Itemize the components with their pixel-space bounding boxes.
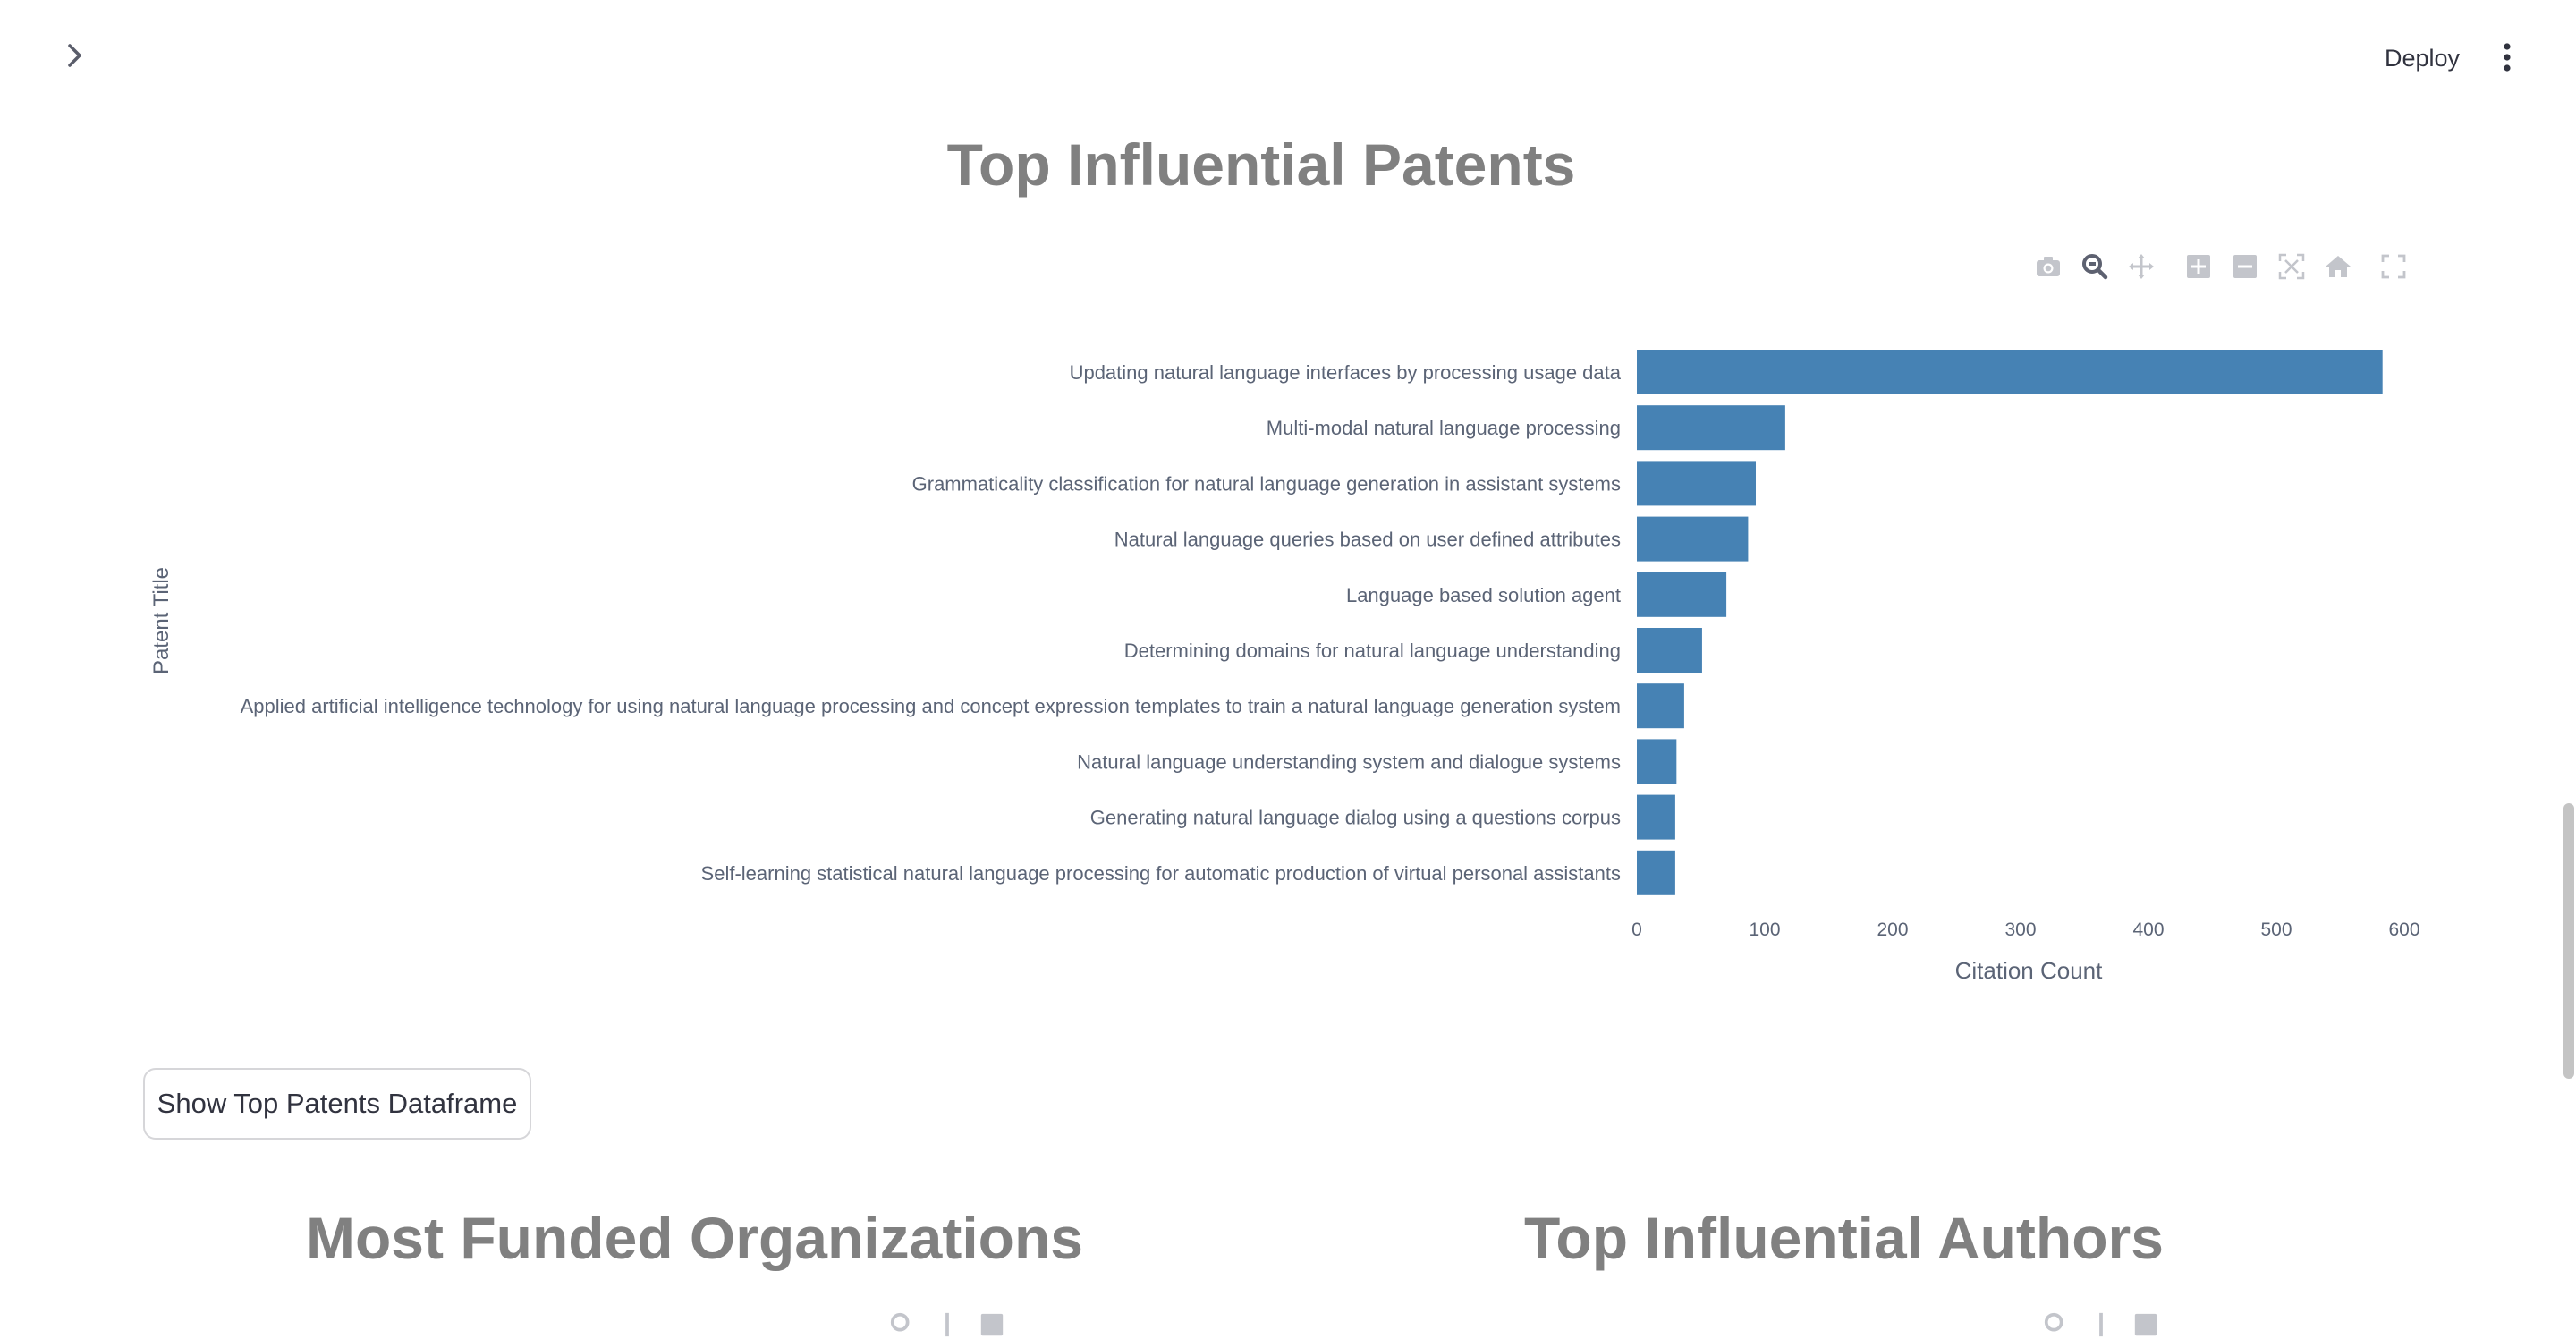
category-labels: Updating natural language interfaces by …	[241, 361, 1622, 885]
section-title-authors: Top Influential Authors	[1524, 1205, 2164, 1271]
zoom-in-icon	[2187, 255, 2210, 278]
category-label-3: Grammaticality classification for natura…	[912, 472, 1621, 495]
zoom-in-icon	[980, 1313, 1004, 1336]
autoscale-button[interactable]	[2274, 249, 2309, 284]
home-icon	[2326, 256, 2351, 277]
authors-modebar	[2043, 1311, 2159, 1338]
category-label-10: Self-learning statistical natural langua…	[701, 862, 1621, 885]
x-axis-label: Citation Count	[1955, 957, 2104, 984]
zoom-icon	[890, 1312, 910, 1332]
authors-zoom-in-button[interactable]	[2132, 1311, 2159, 1338]
reset-axes-button[interactable]	[2320, 249, 2356, 284]
x-tick-0: 0	[1631, 920, 1642, 940]
pan-icon	[945, 1312, 949, 1337]
funded-orgs-modebar	[889, 1311, 1005, 1338]
sidebar-toggle-button[interactable]	[59, 39, 91, 72]
patents-bar-chart: Updating natural language interfaces by …	[149, 350, 2420, 984]
category-label-4: Natural language queries based on user d…	[1114, 529, 1621, 551]
bar-8[interactable]	[1637, 739, 1677, 784]
zoom-icon	[2082, 254, 2108, 280]
funded-orgs-zoom-button[interactable]	[889, 1311, 916, 1338]
x-tick-500: 500	[2260, 920, 2292, 940]
category-label-7: Applied artificial intelligence technolo…	[241, 695, 1621, 717]
section-title-funded-orgs: Most Funded Organizations	[306, 1205, 1083, 1271]
deploy-button[interactable]: Deploy	[2385, 44, 2461, 72]
y-axis-label: Patent Title	[149, 567, 174, 674]
fullscreen-icon	[2381, 254, 2406, 279]
category-label-8: Natural language understanding system an…	[1077, 750, 1621, 773]
zoom-out-icon	[2233, 255, 2257, 278]
main-menu-button[interactable]	[2494, 38, 2521, 77]
authors-pan-button[interactable]	[2088, 1311, 2114, 1338]
category-label-1: Updating natural language interfaces by …	[1070, 361, 1622, 384]
category-label-2: Multi-modal natural language processing	[1267, 417, 1621, 439]
bar-9[interactable]	[1637, 794, 1675, 840]
zoom-out-button[interactable]	[2227, 249, 2263, 284]
kebab-menu-icon	[2504, 43, 2511, 72]
funded-orgs-pan-button[interactable]	[934, 1311, 961, 1338]
zoom-in-button[interactable]	[2181, 249, 2216, 284]
bar-10[interactable]	[1637, 850, 1675, 895]
page-scrollbar[interactable]	[2563, 803, 2574, 1079]
x-tick-200: 200	[1877, 920, 1908, 940]
authors-zoom-button[interactable]	[2043, 1311, 2070, 1338]
chart-modebar	[2030, 249, 2411, 284]
funded-orgs-zoom-in-button[interactable]	[979, 1311, 1005, 1338]
zoom-in-icon	[2134, 1313, 2157, 1336]
category-label-5: Language based solution agent	[1346, 584, 1621, 606]
bar-6[interactable]	[1637, 628, 1702, 673]
category-label-9: Generating natural language dialog using…	[1090, 807, 1621, 829]
bars	[1637, 350, 2383, 895]
x-tick-600: 600	[2388, 920, 2419, 940]
x-tick-labels: 0 100 200 300 400 500 600	[1631, 920, 2419, 940]
x-tick-400: 400	[2132, 920, 2164, 940]
bar-2[interactable]	[1637, 405, 1785, 451]
x-tick-300: 300	[2004, 920, 2036, 940]
fullscreen-button[interactable]	[2376, 249, 2411, 284]
pan-icon	[2129, 254, 2154, 279]
download-png-button[interactable]	[2030, 249, 2066, 284]
pan-button[interactable]	[2123, 249, 2159, 284]
x-tick-100: 100	[1749, 920, 1780, 940]
chevron-right-icon	[68, 44, 81, 67]
bar-5[interactable]	[1637, 572, 1727, 617]
bar-3[interactable]	[1637, 461, 1756, 506]
show-top-patents-dataframe-button[interactable]: Show Top Patents Dataframe	[143, 1068, 531, 1140]
bar-1[interactable]	[1637, 350, 2383, 394]
bar-4[interactable]	[1637, 516, 1749, 562]
page-title: Top Influential Patents	[946, 131, 1576, 198]
zoom-icon	[2044, 1312, 2063, 1332]
autoscale-icon	[2278, 253, 2305, 280]
zoom-button[interactable]	[2077, 249, 2113, 284]
pan-icon	[2099, 1312, 2103, 1337]
bar-7[interactable]	[1637, 683, 1684, 729]
category-label-6: Determining domains for natural language…	[1124, 640, 1621, 662]
camera-icon	[2037, 257, 2060, 276]
